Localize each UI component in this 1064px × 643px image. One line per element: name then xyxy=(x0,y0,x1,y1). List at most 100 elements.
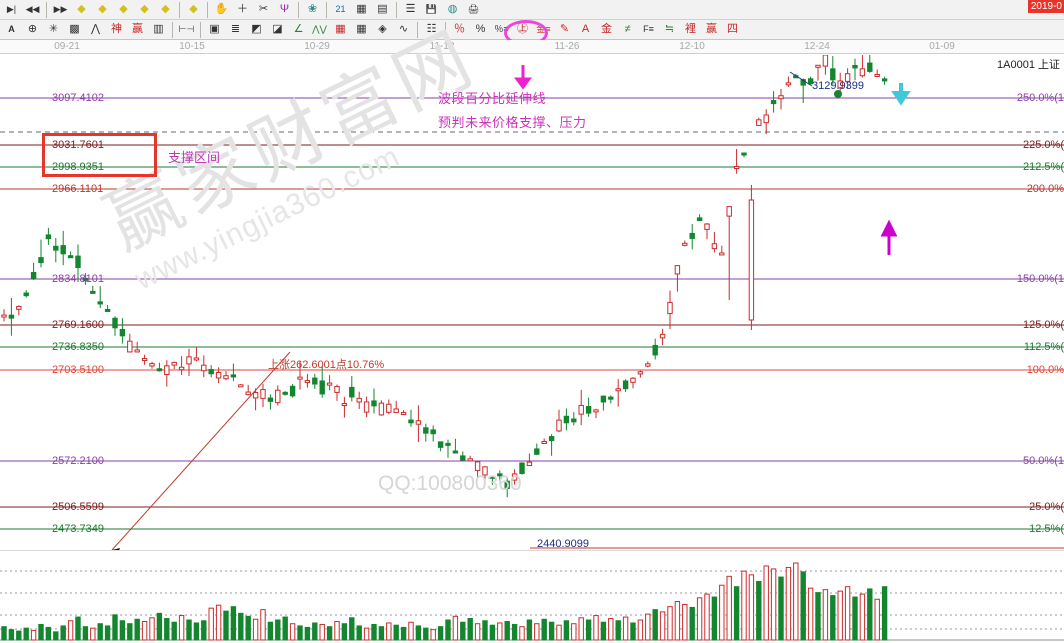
volume-bar xyxy=(223,610,229,641)
gold-box-icon[interactable]: 金 xyxy=(601,23,612,35)
toolbar-separator xyxy=(172,21,173,38)
red-fan-icon[interactable]: A xyxy=(581,23,590,35)
cn-ying2-icon[interactable]: 赢 xyxy=(706,23,717,35)
magenta-up-arrow xyxy=(880,219,898,255)
volume-bar xyxy=(704,593,710,641)
pen-red-icon[interactable]: ✎ xyxy=(559,23,570,35)
percent-extension-icon[interactable]: ％≡ xyxy=(494,24,509,34)
cn-shen-icon[interactable]: 神 xyxy=(111,23,122,35)
diamond-left-icon[interactable]: ◆ xyxy=(77,3,86,15)
grid-red-icon[interactable]: ▦ xyxy=(335,23,346,35)
swing-high-label: 3129.9399 xyxy=(812,80,864,92)
volume-bar xyxy=(319,623,325,641)
diamond-vertical-icon[interactable]: ◆ xyxy=(140,3,149,15)
print-icon[interactable]: 🖨 xyxy=(467,4,480,14)
candle-body xyxy=(356,397,362,403)
candle-body xyxy=(38,257,44,264)
volume-bar xyxy=(659,611,666,641)
cn-ying-icon[interactable]: 赢 xyxy=(132,23,143,35)
grid-dark-icon[interactable]: ▦ xyxy=(356,23,367,35)
box-grid-icon[interactable]: ▩ xyxy=(69,23,80,35)
cycle-icon[interactable]: ◈ xyxy=(378,23,387,35)
save-icon[interactable]: 💾 xyxy=(425,4,438,14)
angle-icon[interactable]: ∠ xyxy=(293,23,304,35)
candle-body xyxy=(400,412,407,416)
candle-body xyxy=(297,376,303,380)
volume-bar xyxy=(193,622,200,641)
gann-fan-icon[interactable]: ⋀ xyxy=(90,23,101,35)
volume-bar xyxy=(8,629,15,641)
starburst-icon[interactable]: ✳ xyxy=(48,23,59,35)
four-lines-icon[interactable]: 四 xyxy=(727,23,738,35)
percent-retrace-icon[interactable]: ％ xyxy=(454,23,465,35)
support-zone-label: 支撑区间 xyxy=(168,150,221,165)
volume-bar xyxy=(622,616,629,641)
uptrend-line xyxy=(111,351,291,550)
candle-body xyxy=(430,429,436,435)
table-icon[interactable]: ▤ xyxy=(377,3,388,15)
volume-bar xyxy=(178,615,185,641)
cyan-down-arrow xyxy=(891,83,911,106)
diamond-horizontal-icon[interactable]: ◆ xyxy=(119,3,128,15)
wave-icon[interactable]: ∿ xyxy=(398,23,409,35)
candle-body xyxy=(830,68,836,81)
cn-li-icon[interactable]: 裡 xyxy=(685,23,696,35)
volume-chart-pane[interactable] xyxy=(0,550,1064,643)
diamond-expand-icon[interactable]: ◆ xyxy=(189,3,198,15)
candle-body xyxy=(164,365,170,376)
fan-lines-icon[interactable]: ≣ xyxy=(230,23,241,35)
globe-icon[interactable]: ◍ xyxy=(447,3,458,15)
crosshair-icon[interactable]: ＋ xyxy=(237,3,248,15)
step-back-icon[interactable]: ◀◀ xyxy=(25,4,40,14)
candle-body xyxy=(482,466,488,476)
frame-icon[interactable]: ▣ xyxy=(209,23,220,35)
volume-bar xyxy=(822,589,829,641)
candle-body xyxy=(386,403,392,413)
percent-sign-icon[interactable]: % xyxy=(475,23,486,35)
volume-bar xyxy=(837,590,843,641)
draw-arrow-icon[interactable]: 𝐀 xyxy=(8,24,15,34)
speed-lines-icon[interactable]: ◪ xyxy=(272,23,283,35)
price-chart-pane[interactable] xyxy=(0,55,1064,550)
candle-body xyxy=(282,391,288,395)
hand-pan-icon[interactable]: ✋ xyxy=(214,3,229,15)
diamond-cross-icon[interactable]: ◆ xyxy=(161,3,170,15)
target-icon[interactable]: ⊕ xyxy=(27,23,38,35)
step-forward-icon[interactable]: ▶▶ xyxy=(53,4,68,14)
box-diag-icon[interactable]: ◩ xyxy=(251,23,262,35)
candle-body xyxy=(622,380,629,390)
candle-body xyxy=(867,62,873,72)
calculator-icon[interactable]: ▦ xyxy=(356,3,367,15)
candle-body xyxy=(149,363,155,367)
green-lines-icon[interactable]: ≒ xyxy=(664,23,675,35)
slope-lines-icon[interactable]: ≠ xyxy=(624,23,631,35)
volume-bar xyxy=(1,626,7,641)
fib-percent-label: 100.0% xyxy=(1026,364,1064,376)
toolbar-separator xyxy=(46,1,47,18)
candle-body xyxy=(556,419,562,432)
diamond-right-icon[interactable]: ◆ xyxy=(98,3,107,15)
candle-body xyxy=(689,232,695,239)
magnet-icon[interactable]: Ψ xyxy=(279,3,290,15)
volume-bar xyxy=(30,629,37,641)
volume-bar xyxy=(667,606,673,641)
candle-body xyxy=(171,361,177,366)
candle-body xyxy=(415,420,422,425)
scissors-icon[interactable]: ✂ xyxy=(258,3,269,15)
list-icon[interactable]: ☰ xyxy=(405,3,416,15)
f-lines-icon[interactable]: F≡ xyxy=(643,24,654,34)
play-to-end-icon[interactable]: ▶| xyxy=(6,4,17,14)
price-level-label: 3097.4102 xyxy=(52,92,104,104)
volume-bar xyxy=(733,586,740,641)
measure-icon[interactable]: ⊢⊣ xyxy=(178,24,195,34)
list2-icon[interactable]: ☷ xyxy=(426,23,437,35)
barcode-icon[interactable]: ▥ xyxy=(153,23,164,35)
volume-bar xyxy=(844,586,851,641)
candle-body xyxy=(156,368,163,372)
zigzag-icon[interactable]: ⋀⋁ xyxy=(312,24,327,34)
volume-bar xyxy=(349,617,355,641)
brain-icon[interactable]: ❀ xyxy=(307,3,318,15)
volume-bar xyxy=(578,617,584,641)
calendar-icon[interactable]: 21 xyxy=(335,4,346,14)
volume-bar xyxy=(489,624,496,641)
